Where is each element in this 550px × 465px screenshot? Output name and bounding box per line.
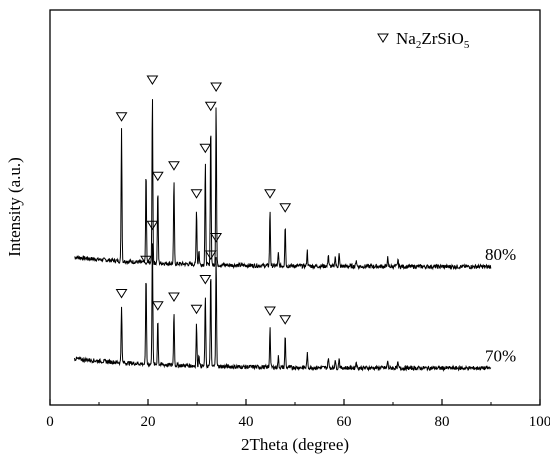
peak-marker — [210, 82, 223, 92]
plot-frame — [49, 9, 541, 406]
series-line-80% — [74, 99, 492, 271]
peak-marker — [279, 203, 292, 213]
peak-marker — [204, 101, 217, 112]
peak-marker — [279, 315, 292, 325]
peak-marker — [264, 306, 276, 316]
peak-marker — [151, 171, 164, 182]
peak-marker — [168, 292, 180, 302]
series-label: 80% — [485, 245, 516, 264]
legend: Na2ZrSiO5 — [377, 29, 470, 51]
legend-label: Na2ZrSiO5 — [396, 29, 470, 51]
legend-triangle-marker — [377, 33, 389, 43]
x-axis-ticks: 0 20 40 60 80 100 — [46, 399, 550, 430]
peak-marker — [264, 189, 276, 199]
peak-marker — [190, 304, 203, 315]
peak-marker — [140, 255, 152, 266]
x-tick-label: 80 — [435, 414, 450, 430]
x-tick-label: 20 — [141, 414, 156, 430]
peak-markers — [115, 75, 292, 325]
peak-marker — [199, 275, 212, 285]
y-axis-label: Intensity (a.u.) — [5, 157, 24, 257]
peak-marker — [204, 250, 217, 260]
peak-marker — [168, 161, 180, 171]
peak-marker — [146, 75, 159, 85]
series-labels: 80% 70% — [485, 245, 516, 366]
peak-marker — [146, 220, 159, 231]
x-tick-label: 60 — [337, 414, 352, 430]
series-label: 70% — [485, 347, 516, 366]
peak-marker — [210, 233, 223, 243]
peak-marker — [115, 289, 128, 299]
series-curves — [74, 99, 492, 372]
x-axis-label: 2Theta (degree) — [241, 435, 349, 454]
peak-marker — [115, 112, 128, 122]
peak-marker — [151, 301, 164, 311]
peak-marker — [190, 189, 203, 199]
x-tick-label: 40 — [239, 414, 254, 430]
series-line-70% — [74, 243, 492, 372]
peak-marker — [199, 143, 212, 154]
x-tick-label: 100 — [529, 414, 550, 430]
x-tick-label: 0 — [46, 414, 54, 430]
